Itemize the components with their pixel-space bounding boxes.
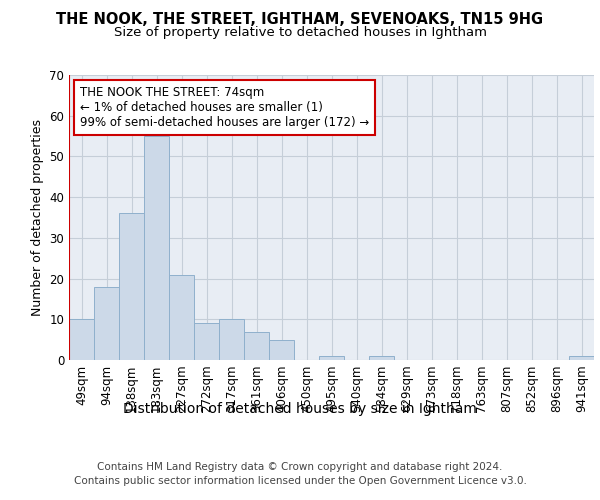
Bar — [219, 320, 244, 360]
Bar — [194, 324, 219, 360]
Text: Contains HM Land Registry data © Crown copyright and database right 2024.: Contains HM Land Registry data © Crown c… — [97, 462, 503, 472]
Y-axis label: Number of detached properties: Number of detached properties — [31, 119, 44, 316]
Bar — [244, 332, 269, 360]
Text: Distribution of detached houses by size in Ightham: Distribution of detached houses by size … — [123, 402, 477, 416]
Bar — [269, 340, 294, 360]
Bar — [69, 320, 94, 360]
Text: THE NOOK, THE STREET, IGHTHAM, SEVENOAKS, TN15 9HG: THE NOOK, THE STREET, IGHTHAM, SEVENOAKS… — [56, 12, 544, 28]
Text: THE NOOK THE STREET: 74sqm
← 1% of detached houses are smaller (1)
99% of semi-d: THE NOOK THE STREET: 74sqm ← 1% of detac… — [79, 86, 369, 130]
Bar — [144, 136, 169, 360]
Text: Size of property relative to detached houses in Ightham: Size of property relative to detached ho… — [113, 26, 487, 39]
Bar — [369, 356, 394, 360]
Bar — [319, 356, 344, 360]
Text: Contains public sector information licensed under the Open Government Licence v3: Contains public sector information licen… — [74, 476, 526, 486]
Bar — [94, 286, 119, 360]
Bar — [119, 214, 144, 360]
Bar — [169, 274, 194, 360]
Bar — [569, 356, 594, 360]
